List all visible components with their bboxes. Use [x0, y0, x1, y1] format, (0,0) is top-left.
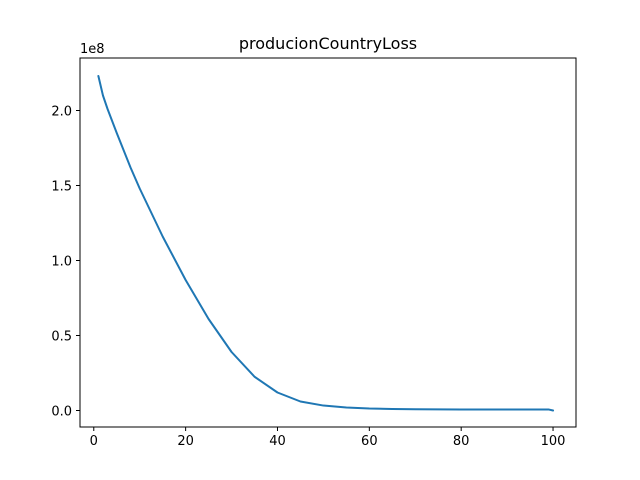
x-tick-label: 60: [361, 434, 378, 449]
y-tick-label: 2.0: [51, 105, 72, 120]
y-tick-label: 1.0: [51, 255, 72, 270]
series-layer: [97, 75, 555, 412]
x-tick-label: 100: [541, 434, 566, 449]
x-tick-label: 20: [177, 434, 194, 449]
x-tick-label: 80: [453, 434, 470, 449]
y-axis-offset-label: 1e8: [80, 42, 105, 57]
x-tick-label: 0: [90, 434, 98, 449]
x-tick-label: 40: [269, 434, 286, 449]
chart-title: producionCountryLoss: [239, 34, 417, 53]
series-line-0: [97, 75, 555, 412]
y-tick-label: 1.5: [51, 180, 72, 195]
y-tick-label: 0.0: [51, 405, 72, 420]
plot-area-frame: [79, 57, 577, 428]
y-tick-label: 0.5: [51, 330, 72, 345]
axis-ticks: 0 20 40 60 80 100 0.0 0.5 1.0 1.5 2.0: [51, 105, 565, 450]
